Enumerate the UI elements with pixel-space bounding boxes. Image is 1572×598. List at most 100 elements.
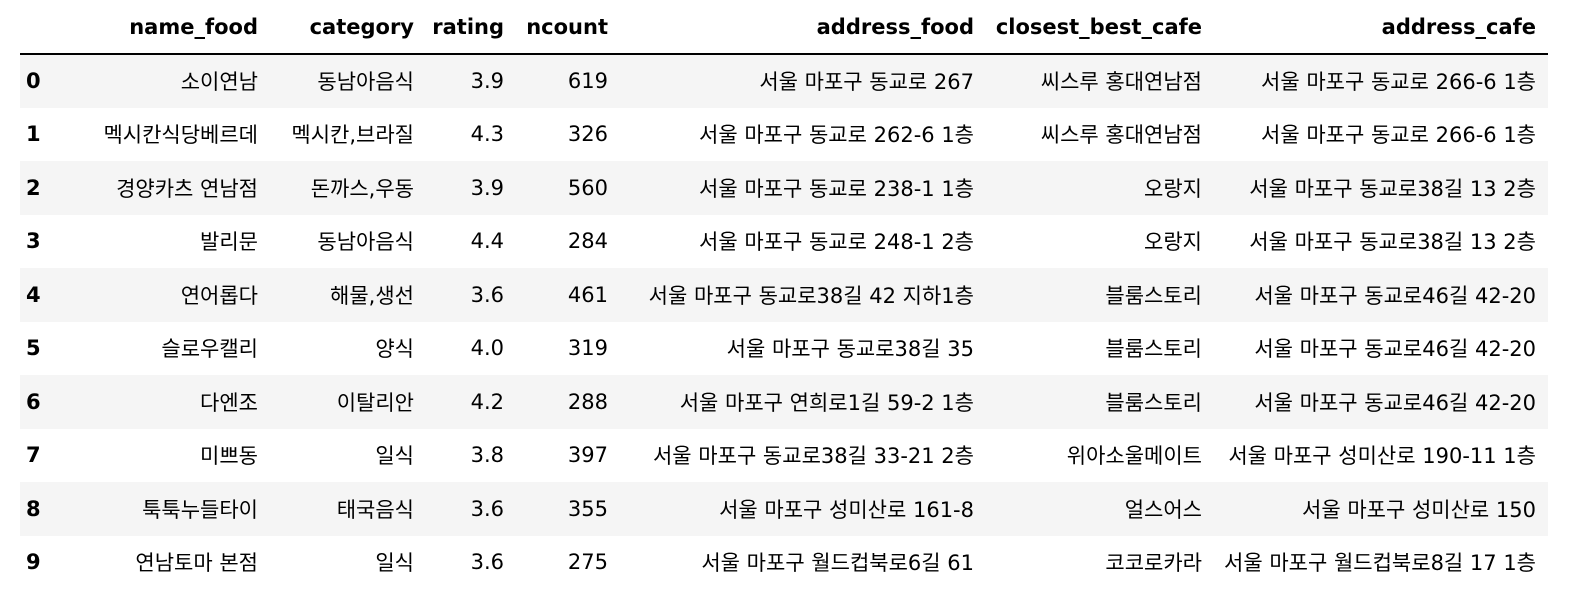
table-row: 5 슬로우캘리 양식 4.0 319 서울 마포구 동교로38길 35 블룸스토…: [20, 321, 1548, 375]
cell-address-cafe: 서울 마포구 동교로46길 42-20: [1254, 283, 1536, 308]
column-header-address-cafe: address_cafe: [1214, 0, 1548, 55]
cell-ncount: 288: [567, 389, 608, 414]
column-header-category: category: [270, 0, 426, 55]
cell-category: 동남아음식: [317, 70, 414, 95]
cell-closest-best-cafe: 블룸스토리: [1105, 390, 1202, 415]
row-index: 8: [26, 496, 41, 521]
column-header-ncount: ncount: [516, 0, 620, 55]
cell-address-food: 서울 마포구 성미산로 161-8: [719, 497, 974, 522]
cell-category: 태국음식: [336, 497, 414, 522]
cell-ncount: 397: [567, 443, 608, 468]
cell-address-food: 서울 마포구 동교로38길 35: [726, 337, 974, 362]
cell-address-food: 서울 마포구 동교로 267: [759, 70, 974, 95]
cell-closest-best-cafe: 오랑지: [1144, 176, 1202, 201]
table-row: 3 발리문 동남아음식 4.4 284 서울 마포구 동교로 248-1 2층 …: [20, 214, 1548, 268]
cell-closest-best-cafe: 코코로카라: [1105, 551, 1202, 576]
cell-name-food: 연남토마 본점: [135, 551, 258, 576]
cell-category: 이탈리안: [336, 390, 414, 415]
cell-rating: 3.6: [470, 496, 504, 521]
cell-category: 해물,생선: [330, 283, 414, 308]
cell-rating: 4.3: [470, 122, 504, 147]
dataframe-output: name_food category rating ncount address…: [20, 0, 1548, 589]
index-header: [20, 0, 64, 55]
cell-ncount: 560: [567, 175, 608, 200]
cell-address-cafe: 서울 마포구 동교로38길 13 2층: [1249, 230, 1536, 255]
table-row: 6 다엔조 이탈리안 4.2 288 서울 마포구 연희로1길 59-2 1층 …: [20, 375, 1548, 429]
row-index: 2: [26, 175, 41, 200]
cell-address-food: 서울 마포구 월드컵북로6길 61: [701, 551, 974, 576]
cell-address-food: 서울 마포구 동교로 248-1 2층: [699, 230, 974, 255]
cell-closest-best-cafe: 위아소울메이트: [1066, 444, 1202, 469]
cell-category: 멕시칸,브라질: [291, 123, 414, 148]
cell-category: 돈까스,우동: [310, 176, 414, 201]
cell-ncount: 319: [567, 336, 608, 361]
cell-address-cafe: 서울 마포구 성미산로 190-11 1층: [1228, 444, 1536, 469]
column-header-name-food: name_food: [64, 0, 270, 55]
cell-category: 일식: [375, 551, 414, 576]
column-header-address-food: address_food: [620, 0, 986, 55]
cell-category: 일식: [375, 444, 414, 469]
table-row: 8 툭툭누들타이 태국음식 3.6 355 서울 마포구 성미산로 161-8 …: [20, 482, 1548, 536]
cell-name-food: 다엔조: [200, 390, 258, 415]
table-row: 2 경양카츠 연남점 돈까스,우동 3.9 560 서울 마포구 동교로 238…: [20, 161, 1548, 215]
cell-rating: 4.4: [470, 229, 504, 254]
cell-address-food: 서울 마포구 동교로 262-6 1층: [699, 123, 974, 148]
table-body: 0 소이연남 동남아음식 3.9 619 서울 마포구 동교로 267 씨스루 …: [20, 54, 1548, 589]
table-row: 0 소이연남 동남아음식 3.9 619 서울 마포구 동교로 267 씨스루 …: [20, 54, 1548, 108]
cell-name-food: 발리문: [200, 230, 258, 255]
row-index: 6: [26, 389, 41, 414]
cell-ncount: 275: [567, 550, 608, 575]
cell-name-food: 소이연남: [180, 70, 258, 95]
row-index: 7: [26, 443, 41, 468]
table-row: 1 멕시칸식당베르데 멕시칸,브라질 4.3 326 서울 마포구 동교로 26…: [20, 107, 1548, 161]
cell-ncount: 284: [567, 229, 608, 254]
cell-address-food: 서울 마포구 연희로1길 59-2 1층: [679, 390, 974, 415]
cell-address-cafe: 서울 마포구 동교로46길 42-20: [1254, 337, 1536, 362]
cell-name-food: 경양카츠 연남점: [116, 176, 258, 201]
row-index: 5: [26, 336, 41, 361]
row-index: 4: [26, 282, 41, 307]
cell-rating: 3.6: [470, 282, 504, 307]
cell-rating: 4.0: [470, 336, 504, 361]
table-row: 9 연남토마 본점 일식 3.6 275 서울 마포구 월드컵북로6길 61 코…: [20, 535, 1548, 589]
row-index: 1: [26, 122, 41, 147]
cell-ncount: 461: [567, 282, 608, 307]
cell-address-cafe: 서울 마포구 동교로 266-6 1층: [1261, 123, 1536, 148]
cell-address-cafe: 서울 마포구 월드컵북로8길 17 1층: [1224, 551, 1536, 576]
cell-name-food: 슬로우캘리: [161, 337, 258, 362]
cell-address-food: 서울 마포구 동교로38길 33-21 2층: [652, 444, 974, 469]
cell-address-cafe: 서울 마포구 동교로38길 13 2층: [1249, 176, 1536, 201]
table-header: name_food category rating ncount address…: [20, 0, 1548, 55]
row-index: 3: [26, 229, 41, 254]
cell-closest-best-cafe: 씨스루 홍대연남점: [1040, 70, 1202, 95]
cell-closest-best-cafe: 블룸스토리: [1105, 337, 1202, 362]
cell-closest-best-cafe: 오랑지: [1144, 230, 1202, 255]
cell-rating: 3.8: [470, 443, 504, 468]
cell-category: 양식: [375, 337, 414, 362]
cell-address-food: 서울 마포구 동교로38길 42 지하1층: [648, 283, 974, 308]
cell-name-food: 툭툭누들타이: [142, 497, 258, 522]
cell-address-cafe: 서울 마포구 동교로 266-6 1층: [1261, 70, 1536, 95]
cell-closest-best-cafe: 씨스루 홍대연남점: [1040, 123, 1202, 148]
cell-name-food: 멕시칸식당베르데: [103, 123, 258, 148]
cell-ncount: 355: [567, 496, 608, 521]
cell-rating: 3.9: [470, 69, 504, 94]
cell-rating: 4.2: [470, 389, 504, 414]
column-header-closest-best-cafe: closest_best_cafe: [986, 0, 1214, 55]
cell-rating: 3.6: [470, 550, 504, 575]
cell-ncount: 619: [567, 69, 608, 94]
cell-address-cafe: 서울 마포구 동교로46길 42-20: [1254, 390, 1536, 415]
header-row: name_food category rating ncount address…: [20, 0, 1548, 55]
cell-address-food: 서울 마포구 동교로 238-1 1층: [699, 176, 974, 201]
column-header-rating: rating: [426, 0, 516, 55]
cell-closest-best-cafe: 블룸스토리: [1105, 283, 1202, 308]
dataframe-table: name_food category rating ncount address…: [20, 0, 1548, 589]
cell-name-food: 미쁘동: [200, 444, 258, 469]
row-index: 0: [26, 69, 41, 94]
table-row: 7 미쁘동 일식 3.8 397 서울 마포구 동교로38길 33-21 2층 …: [20, 428, 1548, 482]
row-index: 9: [26, 550, 41, 575]
cell-closest-best-cafe: 얼스어스: [1124, 497, 1202, 522]
cell-ncount: 326: [567, 122, 608, 147]
cell-rating: 3.9: [470, 175, 504, 200]
table-row: 4 연어롭다 해물,생선 3.6 461 서울 마포구 동교로38길 42 지하…: [20, 268, 1548, 322]
